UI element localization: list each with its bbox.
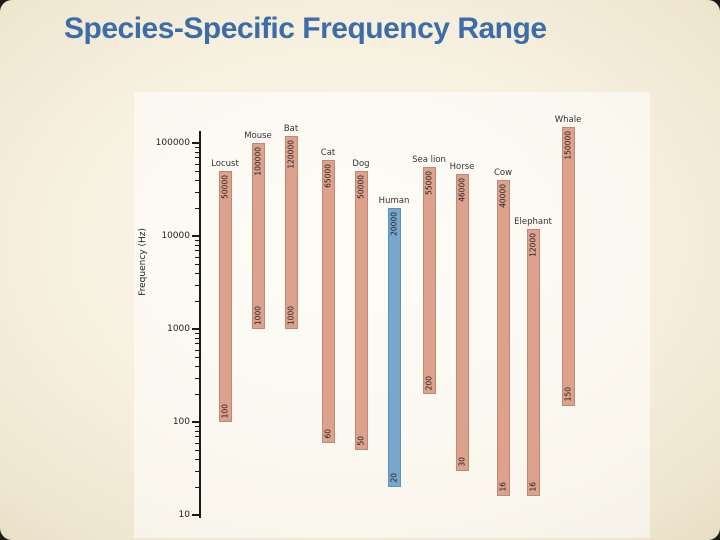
species-label-dog: Dog (352, 158, 370, 169)
min-frequency-label-horse: 30 (457, 457, 467, 467)
y-axis-tick-minor (195, 487, 200, 488)
max-frequency-label-mouse: 100000 (253, 147, 263, 176)
y-axis-tick-minor (195, 250, 200, 252)
bar-locust: Locust 50000 100 (211, 159, 239, 422)
y-axis-tick-minor (195, 436, 200, 438)
min-frequency-label-locust: 100 (220, 403, 230, 418)
species-label-bat: Bat (283, 123, 299, 134)
max-frequency-label-sea-lion: 55000 (424, 171, 434, 195)
y-axis-tick-minor (195, 426, 200, 428)
bar-human: Human 20000 20 (379, 196, 409, 487)
max-frequency-label-cow: 40000 (498, 184, 508, 208)
max-frequency-label-whale: 150000 (563, 130, 573, 160)
y-axis-tick-major (192, 328, 200, 330)
min-frequency-label-dog: 50 (356, 436, 366, 446)
slide-title: Species-Specific Frequency Range (64, 12, 547, 45)
bar-cat: Cat 65000 60 (321, 148, 335, 443)
y-axis-tick-minor (195, 356, 200, 358)
min-frequency-label-bat: 1000 (286, 305, 296, 325)
bar-elephant: Elephant 12000 16 (514, 217, 552, 496)
y-axis-tick-minor (195, 333, 200, 335)
bar-mouse: Mouse 100000 1000 (244, 131, 272, 329)
y-axis-tick-minor (195, 208, 200, 209)
y-axis-tick-minor (195, 338, 200, 339)
y-axis-tick-minor (195, 152, 200, 153)
species-label-human: Human (378, 196, 410, 206)
y-axis-tick-minor (195, 349, 200, 351)
y-axis-tick-minor (195, 256, 200, 258)
y-axis-tick-major (192, 142, 200, 144)
min-frequency-label-whale: 150 (563, 387, 573, 402)
y-axis-tick-minor (195, 284, 200, 286)
y-axis-tick-label: 100000 (155, 138, 190, 148)
y-axis-tick-minor (195, 366, 200, 367)
bar-cow: Cow 40000 16 (494, 168, 512, 496)
species-label-cow: Cow (493, 168, 513, 178)
species-label-locust: Locust (211, 158, 239, 169)
y-axis-tick-minor (195, 240, 200, 242)
min-frequency-label-human: 20 (389, 473, 399, 483)
y-axis-tick-minor (195, 245, 200, 246)
min-frequency-label-cow: 16 (498, 482, 508, 492)
max-frequency-label-cat: 65000 (323, 164, 333, 189)
bar-bat: Bat 120000 1000 (284, 124, 298, 329)
max-frequency-label-horse: 46000 (457, 178, 467, 203)
max-frequency-label-dog: 50000 (356, 174, 366, 199)
y-axis-tick-minor (195, 191, 200, 193)
y-axis-tick-minor (195, 157, 200, 159)
y-axis-tick-minor (195, 459, 200, 460)
species-label-whale: Whale (554, 114, 582, 125)
y-axis-tick-minor (195, 343, 200, 345)
max-frequency-label-elephant: 12000 (528, 232, 538, 257)
max-frequency-label-bat: 120000 (286, 139, 296, 169)
bar-sea-lion: Sea lion 55000 200 (412, 155, 446, 394)
min-frequency-label-cat: 60 (323, 429, 333, 439)
bar-dog: Dog 50000 50 (352, 159, 370, 450)
species-label-mouse: Mouse (244, 131, 272, 141)
y-axis-tick-minor (195, 273, 200, 274)
y-axis-tick-label: 100 (172, 417, 190, 427)
y-axis-tick-label: 1000 (167, 324, 190, 334)
y-axis-tick-label: 10000 (161, 231, 190, 241)
y-axis-tick-minor (195, 163, 200, 165)
y-axis-tick-label: 10 (178, 510, 190, 520)
y-axis-tick-minor (195, 147, 200, 149)
min-frequency-label-sea-lion: 200 (424, 375, 434, 390)
y-axis-tick-minor (195, 377, 200, 379)
y-axis-tick-major (192, 421, 200, 423)
y-axis-tick-minor (195, 394, 200, 395)
species-label-cat: Cat (320, 148, 336, 159)
y-axis-line (199, 131, 201, 518)
min-frequency-label-mouse: 1000 (253, 305, 263, 325)
y-axis-tick-minor (195, 180, 200, 181)
species-label-elephant: Elephant (514, 216, 552, 227)
y-axis-tick-minor (195, 431, 200, 432)
max-frequency-label-locust: 50000 (220, 174, 230, 199)
max-frequency-label-human: 20000 (389, 212, 399, 236)
min-frequency-label-elephant: 16 (528, 482, 538, 492)
y-axis-tick-minor (195, 301, 200, 302)
y-axis-tick-minor (195, 442, 200, 444)
y-axis-tick-minor (195, 263, 200, 265)
y-axis-tick-minor (195, 170, 200, 172)
species-label-sea-lion: Sea lion (412, 155, 446, 166)
y-axis-tick-major (192, 235, 200, 237)
y-axis-tick-major (192, 514, 200, 516)
species-label-horse: Horse (449, 162, 475, 173)
bar-horse: Horse 46000 30 (450, 162, 474, 471)
y-axis-tick-minor (195, 449, 200, 451)
y-axis-tick-minor (195, 470, 200, 472)
bar-whale: Whale 150000 150 (555, 115, 581, 406)
